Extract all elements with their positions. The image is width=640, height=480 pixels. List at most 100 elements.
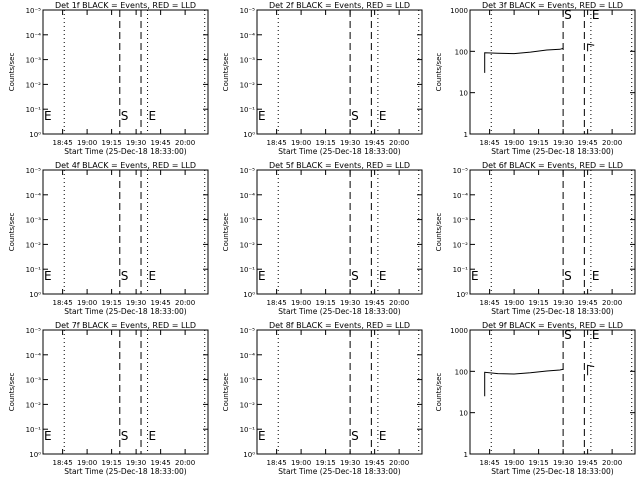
x-tick-label: 20:00	[389, 299, 409, 307]
end-marker-label: E	[379, 269, 387, 283]
end-marker-label: E	[44, 269, 52, 283]
end-marker-label: E	[149, 269, 157, 283]
events-series-line	[587, 364, 595, 376]
x-tick-label: 18:45	[267, 299, 287, 307]
x-tick-label: 19:45	[365, 459, 385, 467]
x-tick-label: 19:45	[151, 299, 171, 307]
x-tick-label: 19:30	[126, 459, 146, 467]
x-tick-label: 20:00	[602, 139, 622, 147]
end-marker-label: E	[258, 269, 266, 283]
y-tick-label: 10⁻³	[240, 217, 256, 225]
x-tick-label: 18:45	[53, 299, 73, 307]
y-axis-label: Counts/sec	[8, 213, 16, 252]
start-marker-label: S	[121, 429, 129, 443]
y-axis-label: Counts/sec	[8, 53, 16, 92]
y-tick-label: 10⁻¹	[240, 426, 256, 434]
x-tick-label: 20:00	[389, 139, 409, 147]
y-tick-label: 10⁻¹	[26, 266, 42, 274]
y-tick-label: 10⁻⁵	[240, 327, 256, 335]
x-tick-label: 19:45	[151, 139, 171, 147]
y-tick-label: 10⁰	[243, 291, 255, 299]
y-tick-label: 1000	[450, 327, 468, 335]
end-marker-label: E	[471, 269, 479, 283]
x-tick-label: 19:00	[77, 139, 97, 147]
plot-frame	[256, 9, 423, 135]
y-tick-label: 100	[455, 48, 468, 56]
y-tick-label: 10⁻²	[453, 241, 469, 249]
end-marker-label: E	[44, 109, 52, 123]
y-tick-label: 10⁻²	[240, 81, 256, 89]
y-tick-label: 10⁻¹	[26, 106, 42, 114]
y-axis-label: Counts/sec	[435, 373, 443, 412]
y-tick-label: 10⁻¹	[240, 106, 256, 114]
x-tick-label: 18:45	[267, 459, 287, 467]
y-tick-label: 10	[459, 90, 468, 98]
x-tick-label: 19:30	[340, 139, 360, 147]
y-tick-label: 10⁻³	[26, 57, 42, 65]
y-tick-label: 10⁻⁵	[240, 167, 256, 175]
y-axis-label: Counts/sec	[8, 373, 16, 412]
y-tick-label: 10⁻²	[240, 401, 256, 409]
x-tick-label: 19:30	[340, 459, 360, 467]
start-marker-label: S	[121, 269, 129, 283]
x-tick-label: 19:30	[553, 299, 573, 307]
x-tick-label: 18:45	[53, 139, 73, 147]
x-tick-label: 19:15	[102, 139, 122, 147]
y-tick-label: 10⁻⁴	[240, 32, 256, 40]
x-axis-label: Start Time (25-Dec-18 18:33:00)	[64, 307, 186, 316]
plot-frame	[256, 329, 423, 455]
x-tick-label: 20:00	[602, 459, 622, 467]
x-tick-label: 18:45	[480, 139, 500, 147]
plot-frame	[256, 169, 423, 295]
x-tick-label: 19:45	[365, 139, 385, 147]
y-axis-label: Counts/sec	[222, 373, 230, 412]
y-tick-label: 10⁻³	[240, 57, 256, 65]
y-tick-label: 10⁻⁵	[26, 7, 42, 15]
subplot-title: Det 2f BLACK = Events, RED = LLD	[269, 1, 410, 10]
x-axis-label: Start Time (25-Dec-18 18:33:00)	[491, 147, 613, 156]
y-tick-label: 10⁻³	[240, 377, 256, 385]
x-tick-label: 19:45	[151, 459, 171, 467]
subplot-title: Det 5f BLACK = Events, RED = LLD	[269, 161, 410, 170]
y-tick-label: 10	[459, 410, 468, 418]
end-marker-label: E	[592, 269, 600, 283]
y-tick-label: 10⁻⁴	[240, 192, 256, 200]
subplot-4: Det 4f BLACK = Events, RED = LLD 10⁰ 10⁻¹ 1…	[8, 161, 209, 316]
end-marker-label: E	[149, 429, 157, 443]
x-tick-label: 19:45	[578, 459, 598, 467]
subplot-1: Det 1f BLACK = Events, RED = LLD 10⁰ 10⁻¹ 1…	[8, 1, 209, 156]
end-marker-label: E	[44, 429, 52, 443]
subplot-title: Det 7f BLACK = Events, RED = LLD	[55, 321, 196, 330]
x-tick-label: 19:00	[291, 459, 311, 467]
x-axis-label: Start Time (25-Dec-18 18:33:00)	[278, 307, 400, 316]
subplot-title: Det 9f BLACK = Events, RED = LLD	[482, 321, 623, 330]
x-tick-label: 19:30	[553, 459, 573, 467]
y-tick-label: 10⁻³	[453, 217, 469, 225]
y-axis-label: Counts/sec	[435, 213, 443, 252]
start-marker-label: S	[564, 269, 572, 283]
y-tick-label: 10⁻⁴	[26, 352, 42, 360]
subplot-9: Det 9f BLACK = Events, RED = LLD 1 10 100 10…	[435, 321, 636, 476]
events-series-line	[484, 47, 564, 73]
x-tick-label: 19:00	[504, 299, 524, 307]
y-tick-label: 1	[464, 131, 468, 139]
subplot-3: Det 3f BLACK = Events, RED = LLD 1 10 100 10…	[435, 1, 636, 156]
x-axis-label: Start Time (25-Dec-18 18:33:00)	[278, 467, 400, 476]
y-tick-label: 10⁻⁵	[240, 7, 256, 15]
x-tick-label: 19:15	[529, 299, 549, 307]
end-marker-label: E	[592, 8, 600, 22]
plot-frame	[42, 169, 209, 295]
y-tick-label: 10⁰	[29, 131, 41, 139]
y-tick-label: 10⁻⁵	[453, 167, 469, 175]
x-tick-label: 19:15	[316, 459, 336, 467]
x-axis-label: Start Time (25-Dec-18 18:33:00)	[64, 467, 186, 476]
y-tick-label: 10⁻³	[26, 377, 42, 385]
y-tick-label: 10⁰	[29, 291, 41, 299]
x-tick-label: 19:45	[578, 299, 598, 307]
y-tick-label: 10⁻⁵	[26, 327, 42, 335]
subplot-2: Det 2f BLACK = Events, RED = LLD 10⁰ 10⁻¹ 1…	[222, 1, 423, 156]
y-tick-label: 10⁰	[243, 131, 255, 139]
x-tick-label: 18:45	[53, 459, 73, 467]
subplot-7: Det 7f BLACK = Events, RED = LLD 10⁰ 10⁻¹ 1…	[8, 321, 209, 476]
